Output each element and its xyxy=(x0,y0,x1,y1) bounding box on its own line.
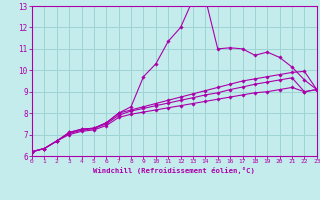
X-axis label: Windchill (Refroidissement éolien,°C): Windchill (Refroidissement éolien,°C) xyxy=(93,167,255,174)
